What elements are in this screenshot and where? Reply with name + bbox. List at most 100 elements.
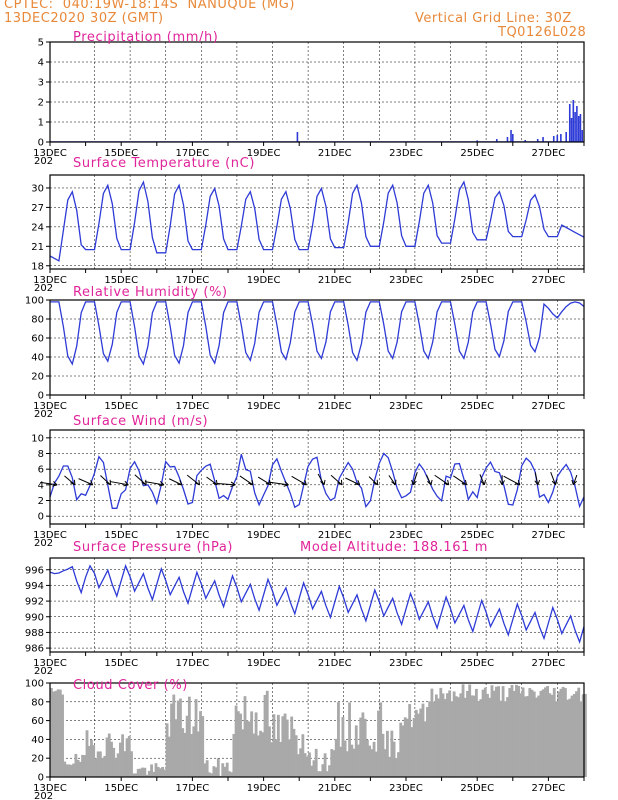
cloud-bar: [570, 695, 574, 777]
x-tick-label: 21DEC: [318, 530, 352, 541]
cloud-bar: [65, 764, 69, 777]
panel-2: 18 21 24 27 30 13DEC 15DEC 17DEC 19DEC 21DEC 23DEC…: [31, 156, 585, 294]
cloud-bar: [352, 748, 356, 777]
cloud-bar: [127, 736, 131, 777]
cloud-bar: [503, 701, 507, 777]
precip-bar: [495, 139, 498, 142]
cloud-bar: [72, 763, 76, 777]
cloud-bar: [165, 723, 169, 777]
cloud-bar: [548, 693, 552, 777]
cloud-bar: [105, 737, 109, 777]
cloud-bar: [470, 695, 474, 777]
cloud-bar: [103, 755, 107, 777]
x-tick-label: 13DEC: [33, 275, 67, 286]
cloud-bar: [181, 728, 185, 777]
cloud-bar: [328, 765, 331, 777]
y-tick-label: 21: [31, 242, 44, 253]
cloud-bar: [101, 758, 105, 777]
cloud-bar: [112, 747, 116, 777]
wind-arrow-head: [534, 480, 541, 486]
x-tick-label: 25DEC: [460, 783, 494, 794]
cloud-bar: [203, 763, 207, 777]
x-tick-label: 15DEC: [104, 275, 138, 286]
wind-arrow-head: [301, 479, 307, 486]
x-tick-label: 17DEC: [176, 530, 210, 541]
y-tick-label: 0: [38, 512, 44, 523]
x-tick-label: 21DEC: [318, 658, 352, 669]
cloud-bar: [323, 753, 327, 777]
x-tick-label: 15DEC: [104, 530, 138, 541]
cloud-bar: [495, 686, 498, 777]
cloud-bar: [343, 740, 347, 777]
cloud-bar: [408, 704, 412, 777]
panel-4: 0 2 4 6 8 10 13DEC 15DEC 17DEC 19DEC 21DEC 23DEC 25D…: [31, 414, 585, 549]
panel-frame: [49, 682, 585, 778]
cloud-bar: [519, 693, 523, 777]
x-tick-label: 25DEC: [460, 658, 494, 669]
wind-arrow: [572, 474, 578, 486]
cloud-bar: [241, 729, 245, 777]
cloud-bar: [399, 722, 403, 777]
cloud-bar: [539, 690, 543, 777]
cloud-bar: [406, 718, 409, 777]
cloud-bar: [488, 697, 492, 777]
wind-arrow-head: [212, 479, 218, 486]
y-tick-label: 994: [25, 581, 44, 592]
cloud-bar: [161, 766, 165, 777]
cloud-bar: [223, 766, 227, 777]
cloud-bar: [584, 693, 587, 777]
wind-arrow-head: [411, 479, 417, 486]
wind-arrow-head: [499, 480, 505, 486]
wind-arrow: [434, 474, 450, 486]
wind-arrow: [550, 471, 556, 486]
cloud-bar: [412, 717, 416, 777]
cloud-bar: [201, 716, 205, 777]
x-year-stub: 202: [34, 666, 53, 677]
cloud-bar: [572, 693, 576, 777]
x-year-stub: 202: [34, 538, 53, 549]
panel-1: 0 1 2 3 4 5 13DEC 15DEC 17DEC 19DEC 21DEC 23DEC 25DE…: [33, 30, 585, 167]
cloud-bar: [430, 688, 434, 777]
series-line: [49, 452, 585, 509]
cloud-bar: [70, 764, 73, 777]
cloud-bar: [134, 773, 138, 777]
wind-arrow-head: [158, 480, 165, 487]
cloud-bar: [121, 734, 125, 777]
wind-arrow-head: [320, 479, 326, 486]
x-tick-label: 19DEC: [247, 783, 281, 794]
cloud-bar: [474, 688, 478, 777]
cloud-bar: [414, 709, 418, 777]
cloud-bar: [110, 741, 113, 777]
cloud-bar: [305, 756, 309, 777]
y-tick-label: 20: [31, 372, 44, 383]
cloud-bar: [94, 758, 98, 777]
cloud-bar: [192, 726, 196, 777]
x-tick-label: 27DEC: [532, 530, 566, 541]
wind-arrow-head: [248, 479, 254, 486]
y-tick-label: 0: [38, 773, 44, 784]
cloud-bar: [454, 696, 458, 777]
cloud-bar: [176, 700, 180, 777]
cloud-bar: [510, 684, 514, 777]
series-line: [50, 301, 585, 366]
x-year-stub: 202: [34, 156, 53, 167]
cloud-bar: [359, 717, 363, 777]
cloud-bar: [125, 738, 129, 777]
x-tick-label: 25DEC: [460, 148, 494, 159]
cloud-bar: [303, 753, 307, 777]
x-tick-label: 27DEC: [532, 783, 566, 794]
cloud-bar: [392, 741, 396, 777]
y-tick-label: 40: [31, 735, 44, 746]
x-tick-label: 13DEC: [33, 783, 67, 794]
cloud-bar: [390, 730, 394, 777]
cloud-bar: [337, 702, 340, 777]
cloud-bar: [526, 696, 529, 777]
precip-bar: [506, 137, 509, 142]
cloud-bar: [150, 764, 153, 777]
cloud-bar: [452, 691, 456, 777]
wind-arrow-head: [514, 479, 521, 486]
cloud-bar: [517, 686, 521, 777]
wind-arrow: [534, 472, 539, 485]
wind-arrow-head: [461, 479, 468, 486]
x-tick-label: 23DEC: [389, 783, 423, 794]
